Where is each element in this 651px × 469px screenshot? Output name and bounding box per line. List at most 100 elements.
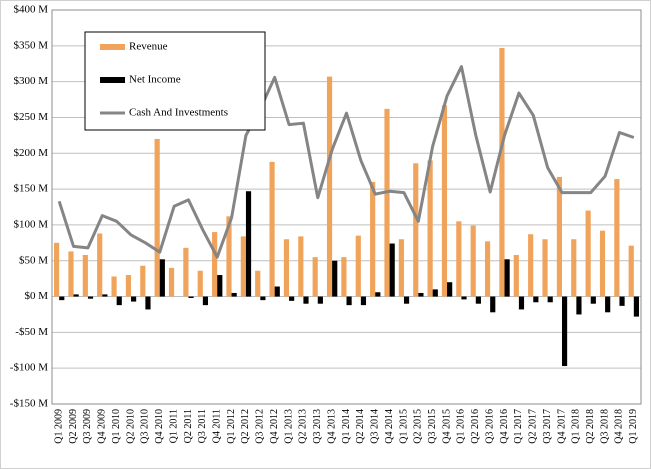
bar: [274, 286, 280, 297]
x-tick-label: Q4 2018: [614, 409, 625, 444]
x-tick-label: Q4 2009: [97, 409, 108, 444]
bar: [432, 289, 438, 297]
bar: [255, 270, 261, 297]
bar: [68, 251, 74, 297]
x-tick-label: Q4 2014: [384, 409, 395, 444]
legend-swatch: [100, 44, 125, 50]
bar: [484, 241, 491, 297]
bar: [82, 254, 88, 297]
x-tick-label: Q2 2017: [528, 409, 539, 444]
bar: [140, 265, 146, 297]
bar: [518, 296, 525, 310]
bar: [614, 179, 620, 297]
x-tick-label: Q3 2011: [197, 409, 208, 443]
bar: [145, 296, 151, 310]
y-tick-label: -$50 M: [15, 326, 48, 338]
bar: [370, 181, 376, 297]
bar: [599, 230, 606, 297]
bar: [111, 276, 117, 297]
x-tick-label: Q4 2013: [326, 409, 337, 444]
x-tick-label: Q2 2011: [183, 409, 194, 443]
bar: [188, 296, 194, 298]
bar: [389, 243, 395, 297]
x-tick-label: Q1 2018: [571, 409, 582, 444]
legend-label: Cash And Investments: [129, 107, 228, 119]
x-tick-label: Q4 2011: [212, 409, 223, 443]
bar: [303, 296, 309, 304]
x-tick-label: Q2 2014: [355, 409, 366, 444]
bar: [398, 239, 404, 297]
bar: [590, 296, 596, 304]
x-tick-label: Q3 2012: [255, 409, 266, 444]
x-tick-label: Q3 2010: [140, 409, 151, 444]
bar: [168, 267, 175, 297]
bar: [283, 239, 290, 297]
bar: [317, 296, 323, 304]
bar: [605, 296, 611, 313]
bar: [97, 233, 103, 297]
x-tick-label: Q1 2012: [226, 409, 237, 444]
bar: [470, 225, 476, 297]
bar: [269, 161, 275, 297]
bar: [217, 275, 223, 297]
y-tick-label: $200 M: [13, 147, 48, 159]
bar: [556, 176, 562, 297]
bar: [240, 236, 246, 297]
x-tick-label: Q1 2016: [456, 409, 467, 444]
bar: [125, 275, 132, 297]
bar: [73, 294, 79, 297]
x-tick-label: Q2 2012: [240, 409, 251, 444]
x-tick-label: Q1 2014: [341, 409, 352, 444]
legend-label: Revenue: [129, 41, 168, 53]
x-tick-label: Q3 2009: [82, 409, 93, 444]
legend-label: Net Income: [129, 74, 181, 86]
bar: [633, 296, 639, 317]
x-tick-label: Q3 2018: [599, 409, 610, 444]
y-tick-label: -$150 M: [10, 398, 48, 410]
y-tick-label: $400 M: [13, 4, 48, 16]
x-tick-label: Q1 2017: [513, 409, 524, 444]
bar: [499, 47, 505, 297]
x-tick-label: Q4 2012: [269, 409, 280, 444]
bar: [202, 296, 209, 306]
bar: [212, 232, 218, 297]
bar: [619, 296, 625, 306]
x-tick-label: Q1 2010: [111, 409, 122, 444]
bar: [475, 296, 481, 304]
bar: [375, 292, 381, 297]
x-tick-label: Q3 2017: [542, 409, 553, 444]
plot-border: [51, 9, 642, 405]
bar: [87, 296, 94, 299]
bar: [576, 296, 582, 315]
bar: [513, 254, 519, 297]
y-tick-label: $50 M: [19, 254, 48, 266]
bar: [533, 296, 539, 303]
x-tick-label: Q2 2010: [125, 409, 136, 444]
bar: [418, 292, 424, 297]
bar: [332, 260, 338, 297]
x-tick-label: Q2 2018: [585, 409, 596, 444]
x-tick-label: Q1 2013: [283, 409, 294, 444]
x-tick-label: Q2 2016: [470, 409, 481, 444]
x-tick-label: Q1 2019: [628, 409, 639, 444]
bar: [326, 76, 333, 297]
bar: [528, 234, 534, 297]
y-tick-label: -$100 M: [10, 362, 48, 374]
bar: [154, 138, 160, 297]
bar: [628, 245, 634, 297]
bar: [585, 210, 591, 297]
bar: [245, 191, 252, 297]
bar: [403, 296, 410, 304]
bar: [346, 296, 352, 306]
bar: [312, 257, 318, 297]
bar: [490, 296, 496, 313]
x-tick-label: Q1 2009: [53, 409, 64, 444]
line: [57, 65, 635, 259]
x-tick-label: Q3 2014: [370, 409, 381, 444]
y-tick-label: $100 M: [13, 218, 48, 230]
bar: [131, 296, 137, 302]
x-tick-label: Q4 2017: [556, 409, 567, 444]
y-tick-label: $300 M: [13, 75, 48, 87]
bar: [547, 296, 553, 303]
bar: [226, 216, 232, 297]
